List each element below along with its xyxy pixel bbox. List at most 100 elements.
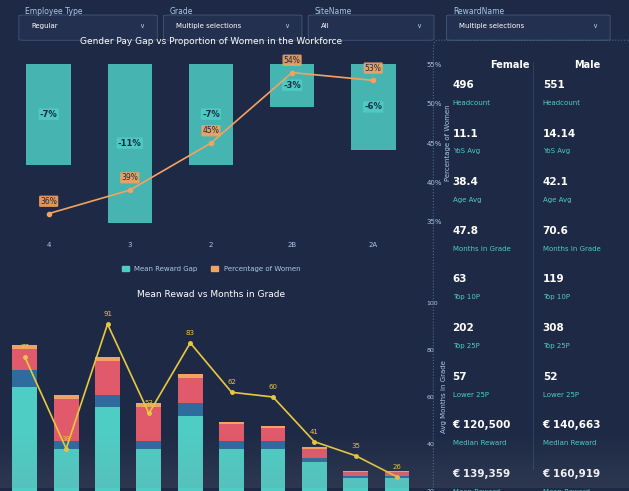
Bar [385,478,409,491]
Bar [53,399,79,441]
Text: Top 25P: Top 25P [453,343,479,349]
Bar [0,443,629,445]
Bar [0,467,629,469]
Y-axis label: Avg Months in Grade: Avg Months in Grade [441,360,447,434]
Text: 63: 63 [453,274,467,284]
Text: ∨: ∨ [140,23,145,28]
Text: Grade: Grade [170,7,193,16]
Bar [351,63,396,150]
Text: 11.1: 11.1 [453,129,478,138]
Bar [0,448,629,451]
Bar [0,478,629,480]
Title: Mean Rewad vs Months in Grade: Mean Rewad vs Months in Grade [137,290,285,300]
Text: ∨: ∨ [284,23,289,28]
Bar [189,63,233,165]
Text: 38: 38 [62,436,70,441]
Text: ∨: ∨ [593,23,598,28]
Text: 52: 52 [543,372,557,382]
FancyBboxPatch shape [447,15,610,40]
Bar [270,63,314,107]
Text: ∨: ∨ [416,23,421,28]
Bar [0,437,629,440]
Text: RewardName: RewardName [453,7,504,16]
Text: Top 25P: Top 25P [543,343,569,349]
Bar [53,449,79,491]
FancyBboxPatch shape [308,15,434,40]
FancyBboxPatch shape [164,15,302,40]
Text: YoS Avg: YoS Avg [453,148,480,155]
Bar [0,459,629,462]
Bar [260,428,286,441]
Text: Mean Reward: Mean Reward [453,489,499,491]
Bar [26,63,71,165]
Bar [136,403,161,408]
Text: Months in Grade: Months in Grade [453,246,510,252]
Text: -7%: -7% [202,109,220,119]
Text: 62: 62 [227,379,236,385]
Bar [220,441,244,449]
Bar [302,462,326,491]
Bar [260,426,286,428]
Text: Age Avg: Age Avg [543,197,571,203]
Text: 26: 26 [392,464,401,470]
Bar [0,469,629,472]
Text: 45%: 45% [203,126,220,135]
Text: 70.6: 70.6 [543,226,569,236]
Text: Top 10P: Top 10P [453,294,479,300]
Bar [0,486,629,489]
Text: € 139,359: € 139,359 [453,469,511,479]
Text: Lower 25P: Lower 25P [453,391,489,398]
Bar [13,370,37,386]
Text: 36%: 36% [40,197,57,206]
Text: 54%: 54% [284,55,301,65]
Bar [302,447,326,449]
Text: Top 10P: Top 10P [543,294,570,300]
Text: 53%: 53% [365,63,382,73]
Bar [13,386,37,491]
Bar [0,445,629,448]
Bar [95,357,120,361]
Text: -11%: -11% [118,138,142,148]
Bar [53,395,79,399]
Bar [0,472,629,475]
Text: 119: 119 [543,274,564,284]
Bar [220,422,244,424]
Bar [136,408,161,441]
Bar [0,435,629,437]
Bar [95,361,120,395]
Bar [220,424,244,441]
Text: 42.1: 42.1 [543,177,569,187]
Text: 57: 57 [453,372,467,382]
Text: -3%: -3% [283,81,301,90]
Text: Lower 25P: Lower 25P [543,391,579,398]
Bar [0,475,629,478]
Bar [0,483,629,486]
Text: 83: 83 [186,330,195,336]
Text: 35: 35 [351,443,360,449]
Text: 41: 41 [310,429,319,435]
Bar [0,454,629,456]
Text: YoS Avg: YoS Avg [543,148,570,155]
Text: 14.14: 14.14 [543,129,576,138]
Bar [13,349,37,370]
Bar [136,441,161,449]
Bar [343,476,368,478]
Text: 53: 53 [145,400,153,407]
Text: 308: 308 [543,323,564,333]
Bar [260,441,286,449]
Bar [95,395,120,408]
Bar [385,472,409,476]
Text: Mean Reward: Mean Reward [543,489,590,491]
Text: Male: Male [574,60,600,70]
Bar [0,480,629,483]
Text: Regular: Regular [31,23,58,28]
FancyBboxPatch shape [19,15,157,40]
Bar [220,449,244,491]
Text: Multiple selections: Multiple selections [459,23,525,28]
Text: € 120,500: € 120,500 [453,420,511,430]
Bar [178,416,203,491]
Bar [385,471,409,472]
Text: All: All [321,23,330,28]
Bar [178,403,203,416]
Bar [0,451,629,454]
